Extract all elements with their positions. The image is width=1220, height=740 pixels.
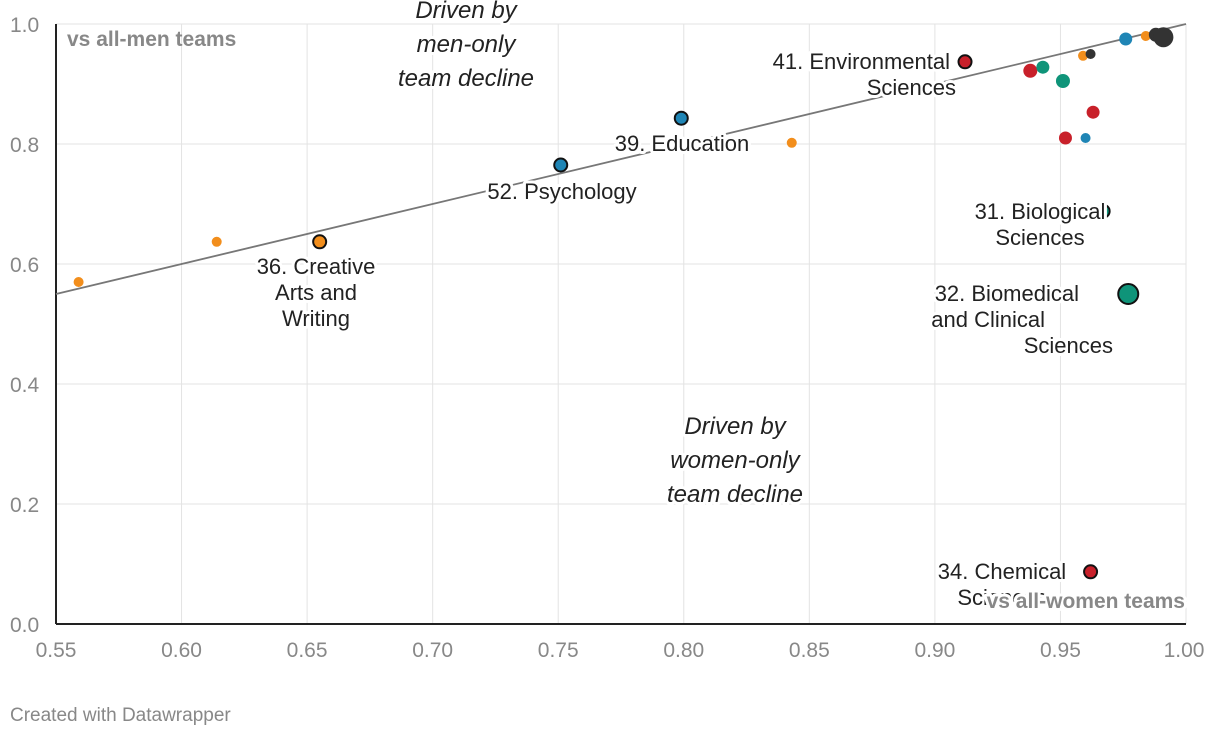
x-tick-label: 0.85 <box>789 639 830 662</box>
y-tick-label: 1.0 <box>10 14 39 37</box>
region-label-lower: Driven by women-only team decline <box>667 413 803 508</box>
data-point <box>1023 63 1038 78</box>
axes <box>55 24 1186 625</box>
data-point <box>73 277 84 287</box>
data-point <box>1083 564 1099 580</box>
point-label: 52. Psychology <box>487 179 636 204</box>
data-point <box>1095 203 1111 219</box>
corner-label-men: vs all-men teams <box>67 28 236 51</box>
data-point <box>1153 27 1174 48</box>
x-tick-label: 1.00 <box>1164 639 1205 662</box>
point-label: 32. Biomedical and Clinical Sciences <box>931 281 1113 358</box>
x-tick-label: 0.80 <box>663 639 704 662</box>
point-label: 39. Education <box>615 131 750 156</box>
data-point <box>1078 50 1089 61</box>
data-point <box>211 236 222 247</box>
x-tick-label: 0.60 <box>161 639 202 662</box>
x-tick-label: 0.90 <box>914 639 955 662</box>
data-point <box>1085 49 1096 59</box>
data-point <box>1036 60 1050 74</box>
data-point <box>786 137 797 148</box>
x-tick-label: 0.70 <box>412 639 453 662</box>
data-point <box>1086 105 1100 119</box>
point-label: 41. Environmental Sciences <box>773 49 956 100</box>
x-tick-label: 0.95 <box>1040 639 1081 662</box>
tick-labels: 0.55 0.60 0.65 0.70 0.75 0.80 0.85 0.90 0.95 1.00… <box>10 14 1204 662</box>
data-point <box>1080 133 1091 143</box>
region-label-upper: Driven by men-only team decline <box>398 0 534 92</box>
credit-text: Created with Datawrapper <box>10 705 231 726</box>
data-point <box>673 110 689 126</box>
data-point <box>312 234 328 250</box>
y-tick-label: 0.8 <box>10 134 39 157</box>
gridlines <box>56 23 1187 624</box>
data-point <box>957 54 973 70</box>
data-point <box>1055 74 1070 88</box>
y-tick-label: 0.4 <box>10 374 40 397</box>
data-point <box>1058 131 1072 145</box>
region-labels: Driven by men-only team decline Driven by wo… <box>395 0 806 511</box>
x-tick-label: 0.75 <box>538 639 579 662</box>
point-label: 36. Creative Arts and Writing <box>257 254 376 331</box>
data-points <box>73 27 1174 580</box>
data-point <box>1119 32 1133 46</box>
y-tick-label: 0.2 <box>10 494 39 517</box>
point-labels: 36. Creative Arts and Writing 52. Psycholog… <box>254 46 1116 613</box>
point-label: 34. Chemical Sciences <box>938 559 1066 610</box>
corner-label-women: vs all-women teams <box>987 590 1185 613</box>
y-tick-label: 0.0 <box>10 614 39 637</box>
data-point <box>1140 31 1151 41</box>
y-tick-label: 0.6 <box>10 254 39 277</box>
scatter-chart: 0.55 0.60 0.65 0.70 0.75 0.80 0.85 0.90 0.95 1.00… <box>10 0 1204 662</box>
data-point <box>553 157 569 173</box>
x-tick-label: 0.65 <box>287 639 328 662</box>
data-point <box>1117 283 1140 305</box>
point-label: 31. Biological Sciences <box>975 199 1106 250</box>
trendline <box>55 23 1187 295</box>
x-tick-label: 0.55 <box>36 639 77 662</box>
